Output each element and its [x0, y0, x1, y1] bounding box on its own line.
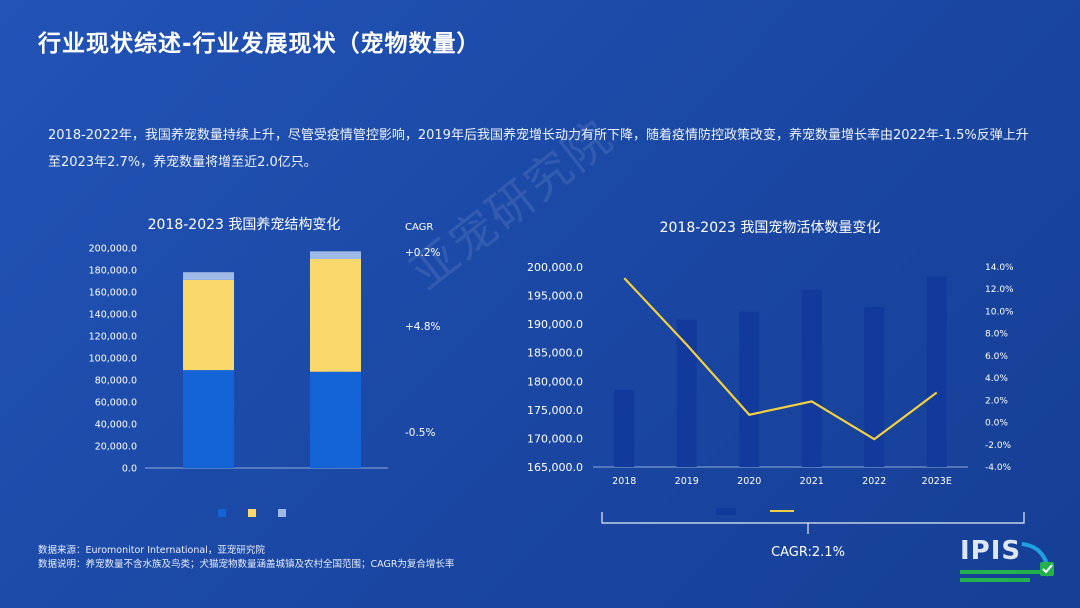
chart2-bar	[926, 276, 947, 467]
chart2-y-left-tick: 190,000.0	[527, 318, 583, 331]
chart2-y-left-tick: 170,000.0	[527, 432, 583, 445]
chart2-y-left-tick: 195,000.0	[527, 290, 583, 303]
chart1-y-tick: 20,000.0	[95, 442, 137, 453]
chart1-y-tick: 200,000.0	[89, 244, 137, 255]
chart2-y-left-tick: 165,000.0	[527, 461, 583, 474]
page-title: 行业现状综述-行业发展现状（宠物数量）	[38, 31, 481, 57]
chart2-y-right-tick: 0.0%	[985, 419, 1008, 429]
chart2-bar	[739, 311, 760, 467]
chart1-title: 2018-2023 我国养宠结构变化	[148, 217, 341, 233]
chart2-x-tick: 2021	[800, 476, 824, 487]
chart1-legend-swatch	[218, 509, 226, 517]
chart2-y-left-tick: 180,000.0	[527, 375, 583, 388]
chart2-y-right-tick: 4.0%	[985, 374, 1008, 384]
chart1-cagr-value: +4.8%	[405, 321, 440, 333]
note-line: 数据说明：养宠数量不含水族及鸟类；犬猫宠物数量涵盖城镇及农村全国范围；CAGR为…	[38, 559, 455, 570]
chart1-y-tick: 60,000.0	[95, 398, 137, 409]
chart1-legend-swatch	[278, 509, 286, 517]
chart1-bar-segment	[183, 272, 234, 280]
description-text: 2018-2022年，我国养宠数量持续上升，尽管受疫情管控影响，2019年后我国…	[48, 128, 1029, 170]
chart1-y-tick: 180,000.0	[89, 266, 137, 277]
chart2-bar	[676, 319, 697, 467]
source-line: 数据来源：Euromonitor International，亚宠研究院	[38, 545, 265, 556]
chart2-y-right-tick: 6.0%	[985, 352, 1008, 362]
chart1-bar-segment	[183, 370, 234, 468]
chart2-bar	[864, 307, 885, 467]
chart2-bar	[614, 389, 635, 467]
chart2-title: 2018-2023 我国宠物活体数量变化	[660, 220, 881, 236]
chart1-legend-swatch	[248, 509, 256, 517]
chart1-cagr-label: CAGR	[405, 222, 433, 233]
logo-mark-icon	[960, 542, 1054, 582]
chart2-y-left-tick: 185,000.0	[527, 347, 583, 360]
chart2-y-right-tick: -4.0%	[985, 463, 1012, 473]
chart1-y-tick: 160,000.0	[89, 288, 137, 299]
chart1-bar-segment	[310, 371, 361, 468]
chart2-x-tick: 2019	[675, 476, 699, 487]
chart1-cagr-value: -0.5%	[405, 427, 435, 439]
ipis-logo: IPIS	[960, 536, 1070, 600]
chart1-cagr-value: +0.2%	[405, 247, 440, 259]
chart2-growth-line	[623, 277, 938, 441]
chart2-y-left-tick: 200,000.0	[527, 261, 583, 274]
chart2-y-left-tick: 175,000.0	[527, 404, 583, 417]
chart1-y-tick: 40,000.0	[95, 420, 137, 431]
chart2-y-right-tick: 14.0%	[985, 263, 1014, 273]
chart2-y-right-tick: 8.0%	[985, 330, 1008, 340]
chart2-x-tick: 2023E	[922, 476, 952, 487]
chart1-bar-segment	[310, 259, 361, 372]
chart2-x-tick: 2022	[862, 476, 886, 487]
logo-text: IPIS	[960, 536, 1022, 566]
chart1-y-tick: 100,000.0	[89, 354, 137, 365]
chart2-x-tick: 2020	[737, 476, 761, 487]
chart1-bar-segment	[183, 279, 234, 371]
chart1-y-tick: 80,000.0	[95, 376, 137, 387]
chart1-bar-segment	[310, 251, 361, 259]
chart2-y-right-tick: 12.0%	[985, 285, 1014, 295]
chart2-cagr-text: CAGR:2.1%	[771, 545, 845, 560]
chart2-cagr-bracket	[601, 512, 1025, 534]
chart2-y-right-tick: 2.0%	[985, 396, 1008, 406]
chart2-y-right-tick: 10.0%	[985, 307, 1014, 317]
chart2-bar	[801, 289, 822, 467]
chart1-y-tick: 0.0	[122, 464, 137, 475]
chart2-y-right-tick: -2.0%	[985, 441, 1012, 451]
chart2-legend-bar-swatch	[716, 508, 736, 515]
chart1-y-tick: 140,000.0	[89, 310, 137, 321]
chart2-x-tick: 2018	[612, 476, 636, 487]
chart1-y-tick: 120,000.0	[89, 332, 137, 343]
